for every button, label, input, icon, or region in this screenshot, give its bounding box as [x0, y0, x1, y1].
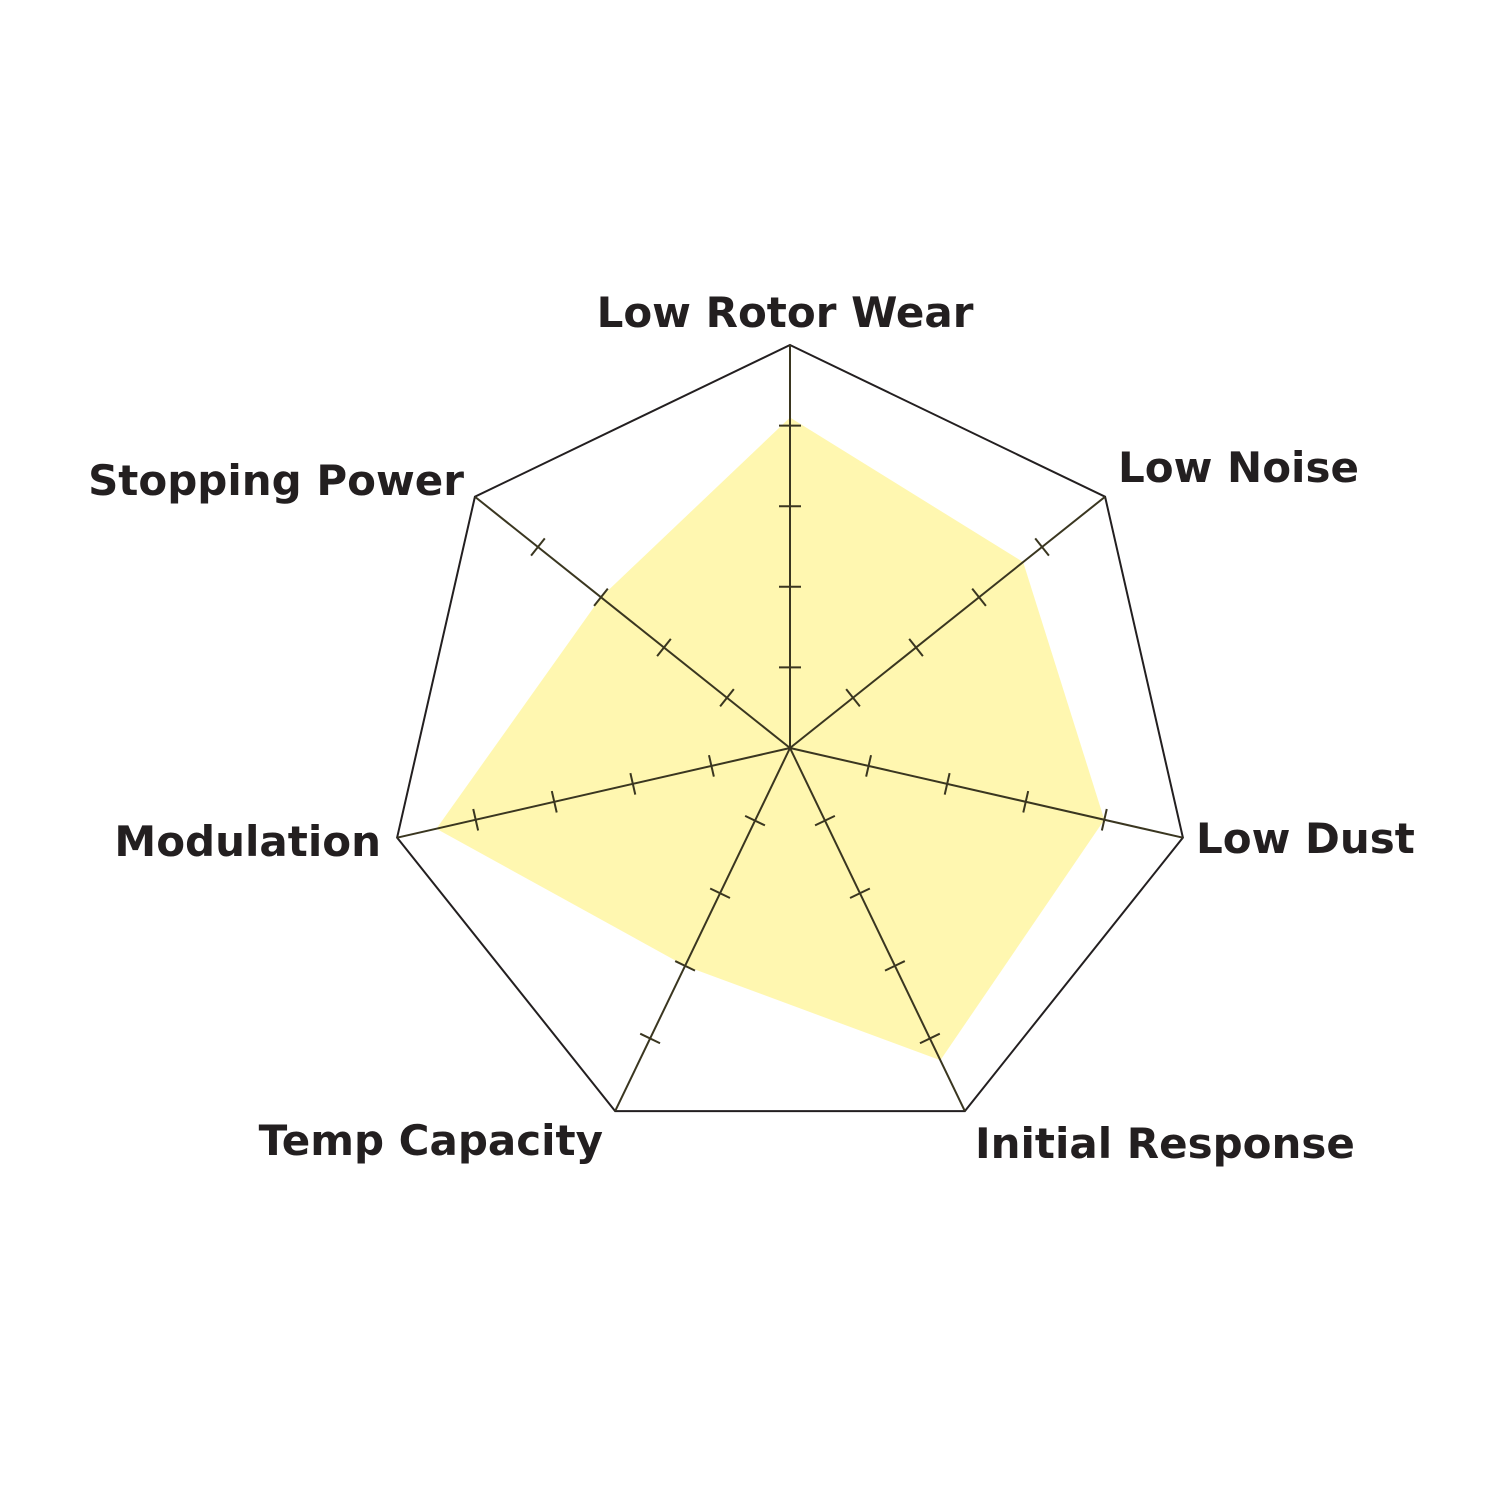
- axis-tick: [744, 814, 766, 827]
- axis-tick: [639, 1032, 661, 1045]
- axis-tick: [719, 688, 735, 707]
- axis-tick: [814, 814, 836, 827]
- axis-tick: [707, 754, 715, 777]
- axis-tick: [674, 960, 696, 972]
- axis-tick: [550, 790, 558, 813]
- axis-label: Modulation: [114, 817, 381, 866]
- axis-label: Temp Capacity: [259, 1116, 603, 1165]
- axis-line: [614, 747, 791, 1112]
- axis-tick: [472, 808, 480, 831]
- axis-tick: [593, 588, 609, 607]
- axis-tick: [1034, 537, 1050, 557]
- axis-tick: [629, 772, 637, 795]
- axis-tick: [849, 887, 871, 899]
- axis-tick: [530, 537, 546, 557]
- axis-label: Low Rotor Wear: [597, 288, 974, 337]
- axis-line: [396, 747, 791, 839]
- axis-line: [789, 495, 1106, 749]
- axis-tick: [884, 960, 906, 972]
- axis-label: Initial Response: [975, 1119, 1355, 1168]
- axis-tick: [656, 638, 672, 657]
- axis-tick: [943, 772, 951, 795]
- axis-line: [789, 747, 966, 1112]
- axis-line: [789, 747, 1184, 839]
- axis-tick: [1100, 808, 1108, 831]
- axis-line: [474, 495, 791, 749]
- axis-tick: [1022, 790, 1030, 813]
- data-area: [436, 417, 1105, 1061]
- axis-tick: [865, 754, 873, 777]
- outer-frame: [396, 343, 1184, 1113]
- axis-tick: [971, 588, 987, 607]
- axis-label: Stopping Power: [88, 456, 464, 505]
- axis-label: Low Dust: [1196, 814, 1415, 863]
- axis-tick: [709, 887, 731, 899]
- axis-tick: [919, 1032, 941, 1045]
- axis-tick: [845, 688, 861, 707]
- axis-label: Low Noise: [1118, 443, 1359, 492]
- axis-tick: [908, 638, 924, 657]
